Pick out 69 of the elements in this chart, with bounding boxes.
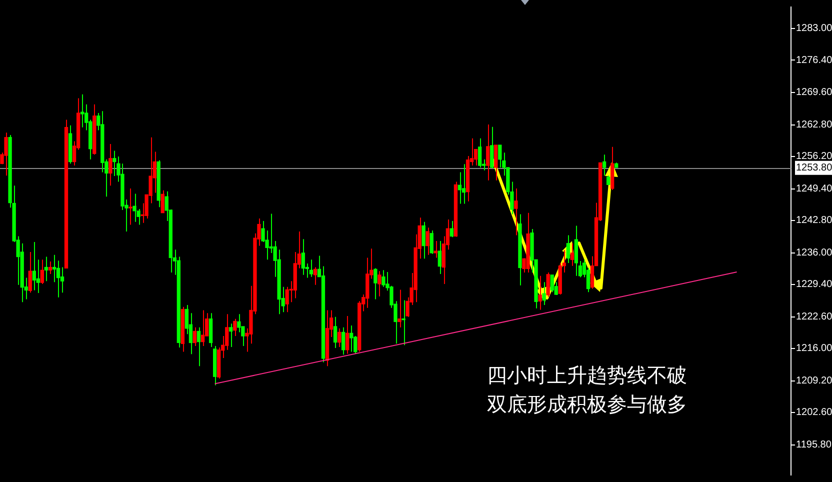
y-tick-label: 1229.40 <box>796 279 832 290</box>
candlestick <box>192 326 197 347</box>
candlestick <box>28 251 32 294</box>
candlestick <box>341 326 346 356</box>
candlestick <box>350 325 354 352</box>
candlestick <box>438 240 442 274</box>
annotation: 四小时上升趋势线不破 <box>487 362 687 389</box>
y-tick-label: 1256.20 <box>796 151 832 162</box>
candlestick <box>48 261 52 274</box>
candlestick <box>128 188 132 226</box>
y-tick-label: 1202.60 <box>796 407 832 418</box>
y-tick-label: 1276.40 <box>796 54 832 66</box>
candlestick <box>426 227 430 256</box>
candlestick <box>301 238 305 276</box>
candlestick <box>378 270 382 297</box>
candlestick <box>498 144 502 168</box>
candlestick <box>542 282 546 306</box>
y-tick-label: 1269.60 <box>796 87 832 98</box>
candlestick <box>200 310 205 347</box>
candlestick <box>4 132 8 176</box>
y-tick-label: 1283.00 <box>796 23 832 34</box>
candlestick <box>514 188 518 236</box>
y-tick-label: 1262.80 <box>796 120 832 131</box>
candlestick <box>32 241 36 291</box>
y-tick-label: 1209.20 <box>796 376 832 387</box>
candlestick <box>490 126 494 169</box>
ref-line-label: 1253.80 <box>796 162 832 174</box>
y-tick-label: 1236.00 <box>796 248 832 259</box>
candlestick <box>80 94 84 128</box>
candlestick <box>546 272 550 298</box>
candlestick <box>52 254 56 283</box>
candlestick <box>196 326 201 367</box>
candlestick <box>422 221 426 260</box>
candlestick <box>402 300 406 346</box>
candlestick <box>374 268 378 300</box>
candlestick <box>550 274 554 293</box>
candlestick <box>345 315 350 354</box>
y-tick-label: 1216.00 <box>796 343 832 354</box>
candlestick <box>233 318 237 337</box>
candlestick <box>462 164 466 204</box>
candlestick <box>434 240 438 258</box>
candlestick <box>333 316 338 348</box>
candlestick <box>478 138 482 168</box>
candlestick <box>606 175 610 186</box>
y-tick-label: 1242.80 <box>796 215 832 226</box>
candlestick <box>108 144 112 186</box>
candlestick <box>382 270 386 288</box>
candlestick <box>486 124 490 181</box>
candlestick <box>309 259 314 278</box>
candlestick <box>237 314 241 333</box>
annotation: 双底形成积极参与做多 <box>487 391 687 418</box>
candlestick <box>229 323 233 348</box>
y-tick-label: 1222.60 <box>796 312 832 323</box>
candlestick <box>160 190 164 214</box>
candlestick <box>566 234 570 264</box>
y-tick-label: 1249.40 <box>796 184 832 195</box>
candlestick <box>430 230 434 254</box>
candlestick <box>602 154 606 176</box>
candlestick <box>494 144 498 181</box>
candlestick <box>570 242 574 266</box>
candlestick <box>538 275 542 310</box>
candlestick <box>132 193 136 222</box>
candlestick <box>450 220 454 238</box>
candlestick <box>398 289 402 328</box>
y-tick-label: 1195.80 <box>796 440 832 451</box>
candlestick <box>44 256 48 282</box>
candlestick <box>285 286 289 313</box>
candlestick <box>40 259 44 284</box>
candlestick <box>337 328 342 348</box>
